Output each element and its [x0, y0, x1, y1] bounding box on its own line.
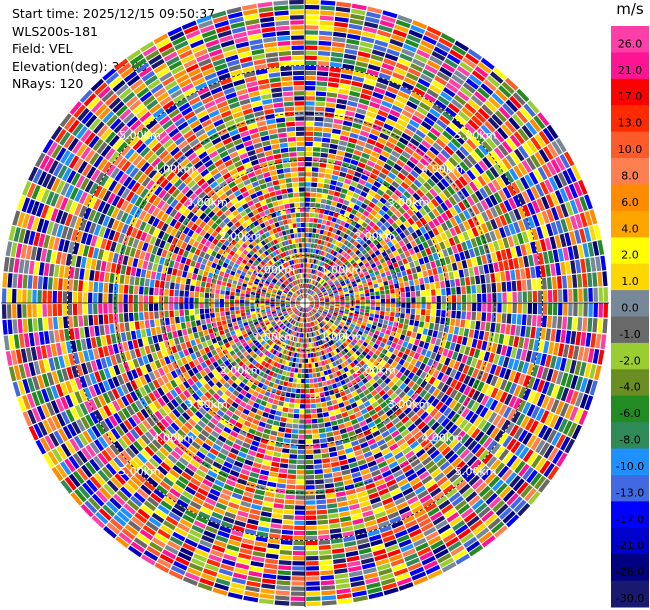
range-ring-label-4-1: 4.00km	[421, 431, 463, 444]
colorbar-swatch-17	[611, 475, 649, 502]
colorbar-swatch-5	[611, 158, 649, 185]
velocity-cells-6	[13, 5, 598, 601]
colorbar: 26.0 21.0 17.0 13.0 10.0 8.0 6.0 4.0 2.0 1.0 0.0 -1…	[611, 26, 649, 608]
colorbar-swatch-19	[611, 527, 649, 555]
colorbar-tick-6: 6.0	[621, 196, 639, 209]
range-ring-labels: 1.00km 1.00km 1.00km 1.00km 2.00km 2.00km 2.00…	[119, 129, 496, 478]
colorbar-swatch-15	[611, 422, 649, 449]
range-ring-label-1-0: 1.00km	[321, 263, 363, 276]
colorbar-swatch-8	[611, 237, 649, 265]
colorbar-swatch-3	[611, 105, 649, 133]
range-ring-label-3-3: 3.00km	[186, 196, 228, 209]
range-rings	[1, 0, 609, 607]
colorbar-swatch-18	[611, 501, 649, 529]
colorbar-tick-10: 0.0	[621, 302, 639, 315]
colorbar-swatch-21	[611, 580, 649, 608]
velocity-cells-12	[8, 8, 609, 605]
velocity-cells-4	[15, 26, 597, 600]
field-text: Field: VEL	[12, 41, 73, 56]
range-ring-label-5-0: 5.00km	[455, 129, 497, 142]
colorbar-tick-2: 17.0	[618, 90, 643, 103]
range-ring-label-3-0: 3.00km	[388, 196, 430, 209]
colorbar-swatch-6	[611, 184, 649, 212]
colorbar-tick-13: -4.0	[619, 381, 640, 394]
range-ring-label-1-2: 1.00km	[253, 331, 295, 344]
colorbar-swatch-13	[611, 369, 649, 397]
colorbar-tick-18: -17.0	[616, 513, 644, 526]
range-ring-label-4-0: 4.00km	[421, 163, 463, 176]
colorbar-tick-12: -2.0	[619, 354, 640, 367]
range-ring-label-2-2: 2.00km	[220, 364, 262, 377]
colorbar-tick-21: -30.0	[616, 592, 644, 605]
colorbar-tick-14: -6.0	[619, 407, 640, 420]
colorbar-tick-15: -8.0	[619, 434, 640, 447]
colorbar-tick-16: -10.0	[616, 460, 644, 473]
range-ring-label-2-0: 2.00km	[354, 230, 396, 243]
colorbar-tick-3: 13.0	[618, 117, 643, 130]
velocity-sectors	[1, 0, 609, 607]
colorbar-swatch-9	[611, 263, 649, 291]
start-time-text: Start time: 2025/12/15 09:50:37	[12, 6, 216, 21]
colorbar-tick-5: 8.0	[621, 170, 639, 183]
velocity-cells-10	[1, 11, 598, 585]
colorbar-tick-19: -21.0	[616, 539, 644, 552]
nrays-text: NRays: 120	[12, 76, 84, 91]
colorbar-tick-11: -1.0	[619, 328, 640, 341]
colorbar-swatch-20	[611, 554, 649, 582]
colorbar-swatch-16	[611, 448, 649, 476]
colorbar-tick-20: -26.0	[616, 566, 644, 579]
range-ring-label-1-3: 1.00km	[253, 263, 295, 276]
colorbar-tick-7: 4.0	[621, 222, 639, 235]
velocity-cells-7	[2, 0, 607, 598]
range-ring-label-2-3: 2.00km	[220, 230, 262, 243]
colorbar-swatch-12	[611, 342, 649, 370]
colorbar-swatch-4	[611, 131, 649, 159]
colorbar-swatch-1	[611, 52, 649, 80]
instrument-text: WLS200s-181	[12, 23, 98, 39]
colorbar-tick-8: 2.0	[621, 249, 639, 262]
colorbar-swatch-14	[611, 395, 649, 423]
colorbar-swatch-10	[611, 290, 649, 317]
range-ring-label-2-1: 2.00km	[354, 364, 396, 377]
colorbar-tick-9: 1.0	[621, 275, 639, 288]
colorbar-tick-1: 21.0	[618, 64, 643, 77]
colorbar-tick-4: 10.0	[618, 143, 643, 156]
colorbar-tick-0: 26.0	[618, 37, 643, 50]
range-ring-label-4-3: 4.00km	[153, 163, 195, 176]
colorbar-swatch-11	[611, 316, 649, 344]
range-ring-label-4-2: 4.00km	[153, 431, 195, 444]
range-ring-label-5-3: 5.00km	[119, 129, 161, 142]
range-ring-label-1-1: 1.00km	[321, 331, 363, 344]
range-ring-label-3-1: 3.00km	[388, 398, 430, 411]
range-ring-label-3-2: 3.00km	[186, 398, 228, 411]
colorbar-swatch-2	[611, 78, 649, 106]
colorbar-swatch-0	[611, 26, 649, 53]
colorbar-tick-17: -13.0	[616, 486, 644, 499]
range-ring-label-5-1: 5.00km	[455, 465, 497, 478]
range-ring-label-5-2: 5.00km	[119, 465, 161, 478]
colorbar-unit: m/s	[616, 0, 644, 18]
colorbar-swatch-7	[611, 210, 649, 238]
